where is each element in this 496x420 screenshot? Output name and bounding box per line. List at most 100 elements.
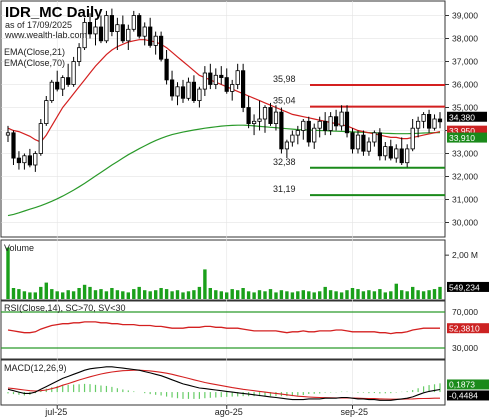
volume-bar [175, 290, 180, 299]
candle-body [77, 47, 82, 62]
candle-body [38, 123, 43, 154]
candle-body [120, 24, 125, 42]
candle-body [235, 70, 240, 85]
volume-bar [170, 291, 174, 299]
candle-body [5, 132, 11, 136]
candle-body [312, 127, 317, 143]
volume-bar [66, 290, 70, 299]
candle-body [27, 155, 33, 166]
ytick-label: 39,000 [452, 11, 478, 21]
volume-bar [104, 291, 109, 299]
volume-bar [44, 282, 48, 299]
macd-line [7, 366, 441, 401]
candle-body [186, 81, 191, 99]
level-label: 31,19 [273, 184, 296, 194]
candle-body [437, 118, 443, 123]
volume-bar [285, 291, 289, 299]
ema21-line [7, 39, 441, 143]
level-label: 35,98 [273, 74, 296, 84]
volume-bar [197, 286, 202, 299]
volume-bar [132, 289, 136, 299]
xtick-label: jul-25 [44, 407, 67, 417]
xtick-label: sep-25 [341, 407, 369, 417]
volume-bar [438, 286, 442, 299]
volume-last-label: 549,234 [449, 282, 480, 292]
rsi-lines [1, 311, 445, 349]
candle-body [197, 88, 202, 101]
site-url: www.wealth-lab.com [4, 30, 87, 40]
volume-bar [411, 286, 415, 299]
candle-body [82, 21, 87, 49]
volume-bar [241, 288, 245, 299]
candle-body [169, 79, 175, 97]
volume-bar [214, 290, 218, 299]
volume-bar [99, 289, 103, 299]
volume-bar [137, 286, 141, 299]
rsi-last-label: 52,3810 [449, 324, 480, 334]
volume-bar [77, 288, 81, 299]
volume-bar [88, 286, 92, 299]
volume-bar [372, 291, 377, 299]
volume-bar [274, 292, 278, 299]
candle-body [262, 107, 268, 120]
candle-body [131, 15, 136, 30]
volume-bar [427, 290, 431, 299]
volume-bar [318, 291, 322, 299]
volume-bar [263, 291, 267, 299]
candle-body [350, 132, 355, 150]
volume-bar [345, 290, 349, 299]
candle-body [219, 74, 224, 79]
volume-bar [268, 289, 273, 299]
candle-body [268, 107, 273, 125]
candle-body [208, 72, 213, 85]
candle-body [279, 111, 284, 150]
candle-body [60, 77, 65, 90]
volume-bar [154, 290, 158, 299]
candle-body [153, 35, 158, 46]
volume-bar [186, 291, 191, 299]
volume-bar [115, 290, 120, 299]
volume-bar [416, 290, 420, 299]
candle-body [126, 28, 131, 42]
volume-bar [356, 289, 360, 299]
candle-body [49, 81, 54, 101]
candle-body [328, 116, 333, 131]
volume-bar [93, 290, 98, 299]
candle-body [180, 86, 186, 99]
macd-tag-bg [447, 379, 489, 390]
candle-body [71, 61, 76, 85]
volume-bar [361, 291, 366, 299]
candle-body [33, 153, 38, 166]
candle-body [273, 111, 279, 124]
price-tag-label: 33,950 [449, 126, 475, 136]
volume-bar [28, 292, 32, 299]
candle-body [344, 111, 350, 134]
volume-bar [39, 286, 43, 299]
volume-bar [219, 291, 223, 299]
volume-bar [71, 291, 76, 299]
candle-body [323, 120, 328, 131]
xtick-label: ago-25 [215, 407, 243, 417]
volume-bar [405, 291, 409, 299]
volume-tag-bg [447, 281, 489, 292]
volume-bar [389, 291, 393, 299]
candle-body [87, 21, 93, 35]
ytick-label: 33,000 [452, 149, 478, 159]
candle-body [251, 120, 257, 125]
candle-body [333, 116, 339, 127]
macd-last-label: 0,1873 [449, 379, 475, 389]
volume-bar [11, 288, 16, 299]
volume-bar [181, 292, 185, 299]
ytick-label: 30,000 [452, 218, 478, 228]
volume-bar [312, 292, 316, 299]
candle-body [415, 120, 421, 129]
macd-title: MACD(12,26,9) [4, 363, 67, 373]
candle-body [388, 146, 393, 159]
candle-body [224, 77, 229, 92]
candle-body [230, 84, 235, 92]
volume-bar [203, 269, 207, 299]
price-tag-label: 33,910 [449, 133, 475, 143]
volume-bar [121, 291, 125, 299]
ema-lines [7, 39, 441, 217]
volume-bar [159, 288, 163, 299]
